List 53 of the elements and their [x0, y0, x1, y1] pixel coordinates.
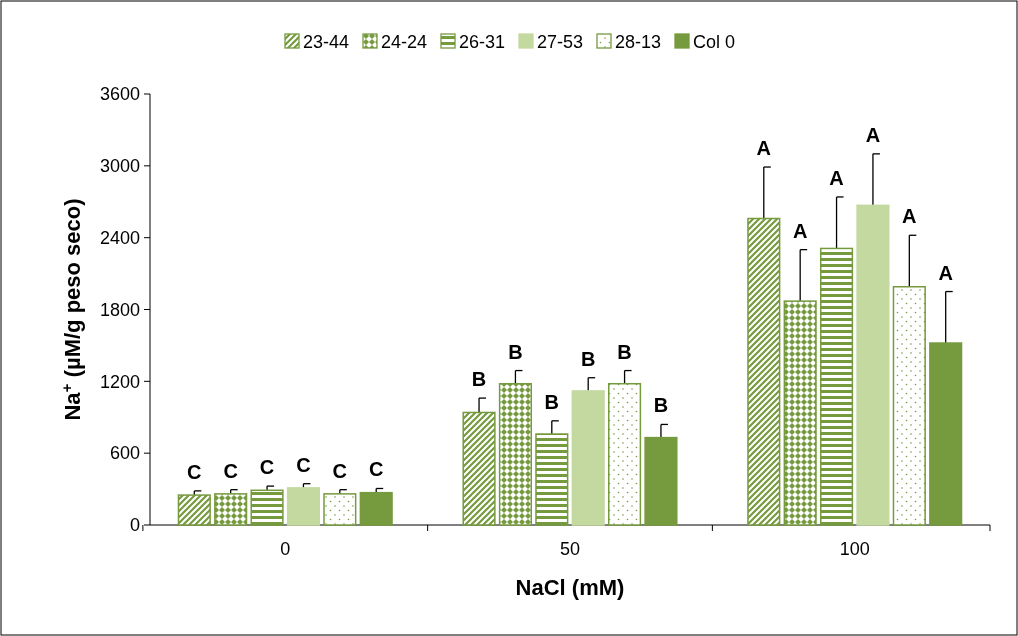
legend-label: Col 0 [693, 32, 736, 53]
legend-label: 26-31 [459, 32, 506, 53]
bar [286, 487, 321, 526]
y-tick-label: 0 [129, 515, 140, 536]
bar [250, 489, 284, 526]
annotation: A [829, 166, 844, 189]
annotation: B [471, 368, 487, 391]
x-tick-label: 0 [280, 539, 291, 559]
bar [462, 411, 496, 526]
annotation: C [332, 459, 348, 482]
bar [498, 382, 532, 526]
annotation: C [223, 459, 238, 482]
annotation: B [580, 347, 596, 370]
annotation: A [865, 123, 881, 146]
bar [608, 382, 642, 526]
legend-label: 28-13 [615, 32, 662, 53]
y-tick-label: 1800 [99, 299, 140, 320]
y-tick-label: 3600 [99, 84, 140, 105]
bar [571, 390, 605, 526]
annotation: A [792, 219, 808, 242]
annotation: A [756, 137, 772, 160]
bar [359, 491, 393, 526]
y-tick-label: 600 [109, 443, 140, 464]
annotation: C [187, 460, 202, 483]
annotation: B [653, 394, 669, 417]
y-tick-label: 2400 [99, 227, 140, 248]
annotation: B [508, 340, 523, 363]
annotation: A [902, 205, 917, 228]
x-tick-label: 50 [559, 539, 581, 559]
annotation: B [544, 390, 560, 413]
y-tick-label: 1200 [99, 371, 140, 392]
bar [644, 436, 678, 526]
bar [177, 494, 211, 526]
bar [323, 493, 357, 526]
annotation: C [259, 456, 275, 479]
x-axis-title: NaCl (mM) [515, 575, 625, 600]
annotation: C [296, 453, 311, 476]
y-tick-label: 3000 [99, 156, 140, 177]
bar [892, 286, 926, 526]
bar [819, 247, 854, 526]
annotation: C [368, 458, 384, 481]
bar [783, 300, 817, 526]
annotation: B [617, 340, 632, 363]
x-tick-label: 100 [839, 539, 870, 559]
bar [747, 217, 781, 526]
bar [929, 342, 963, 526]
bar [214, 493, 248, 526]
annotation: A [938, 261, 953, 284]
bar [856, 204, 890, 526]
legend-label: 27-53 [537, 32, 584, 53]
legend-label: 24-24 [381, 32, 428, 53]
legend-label: 23-44 [303, 32, 350, 53]
bar [535, 433, 569, 526]
